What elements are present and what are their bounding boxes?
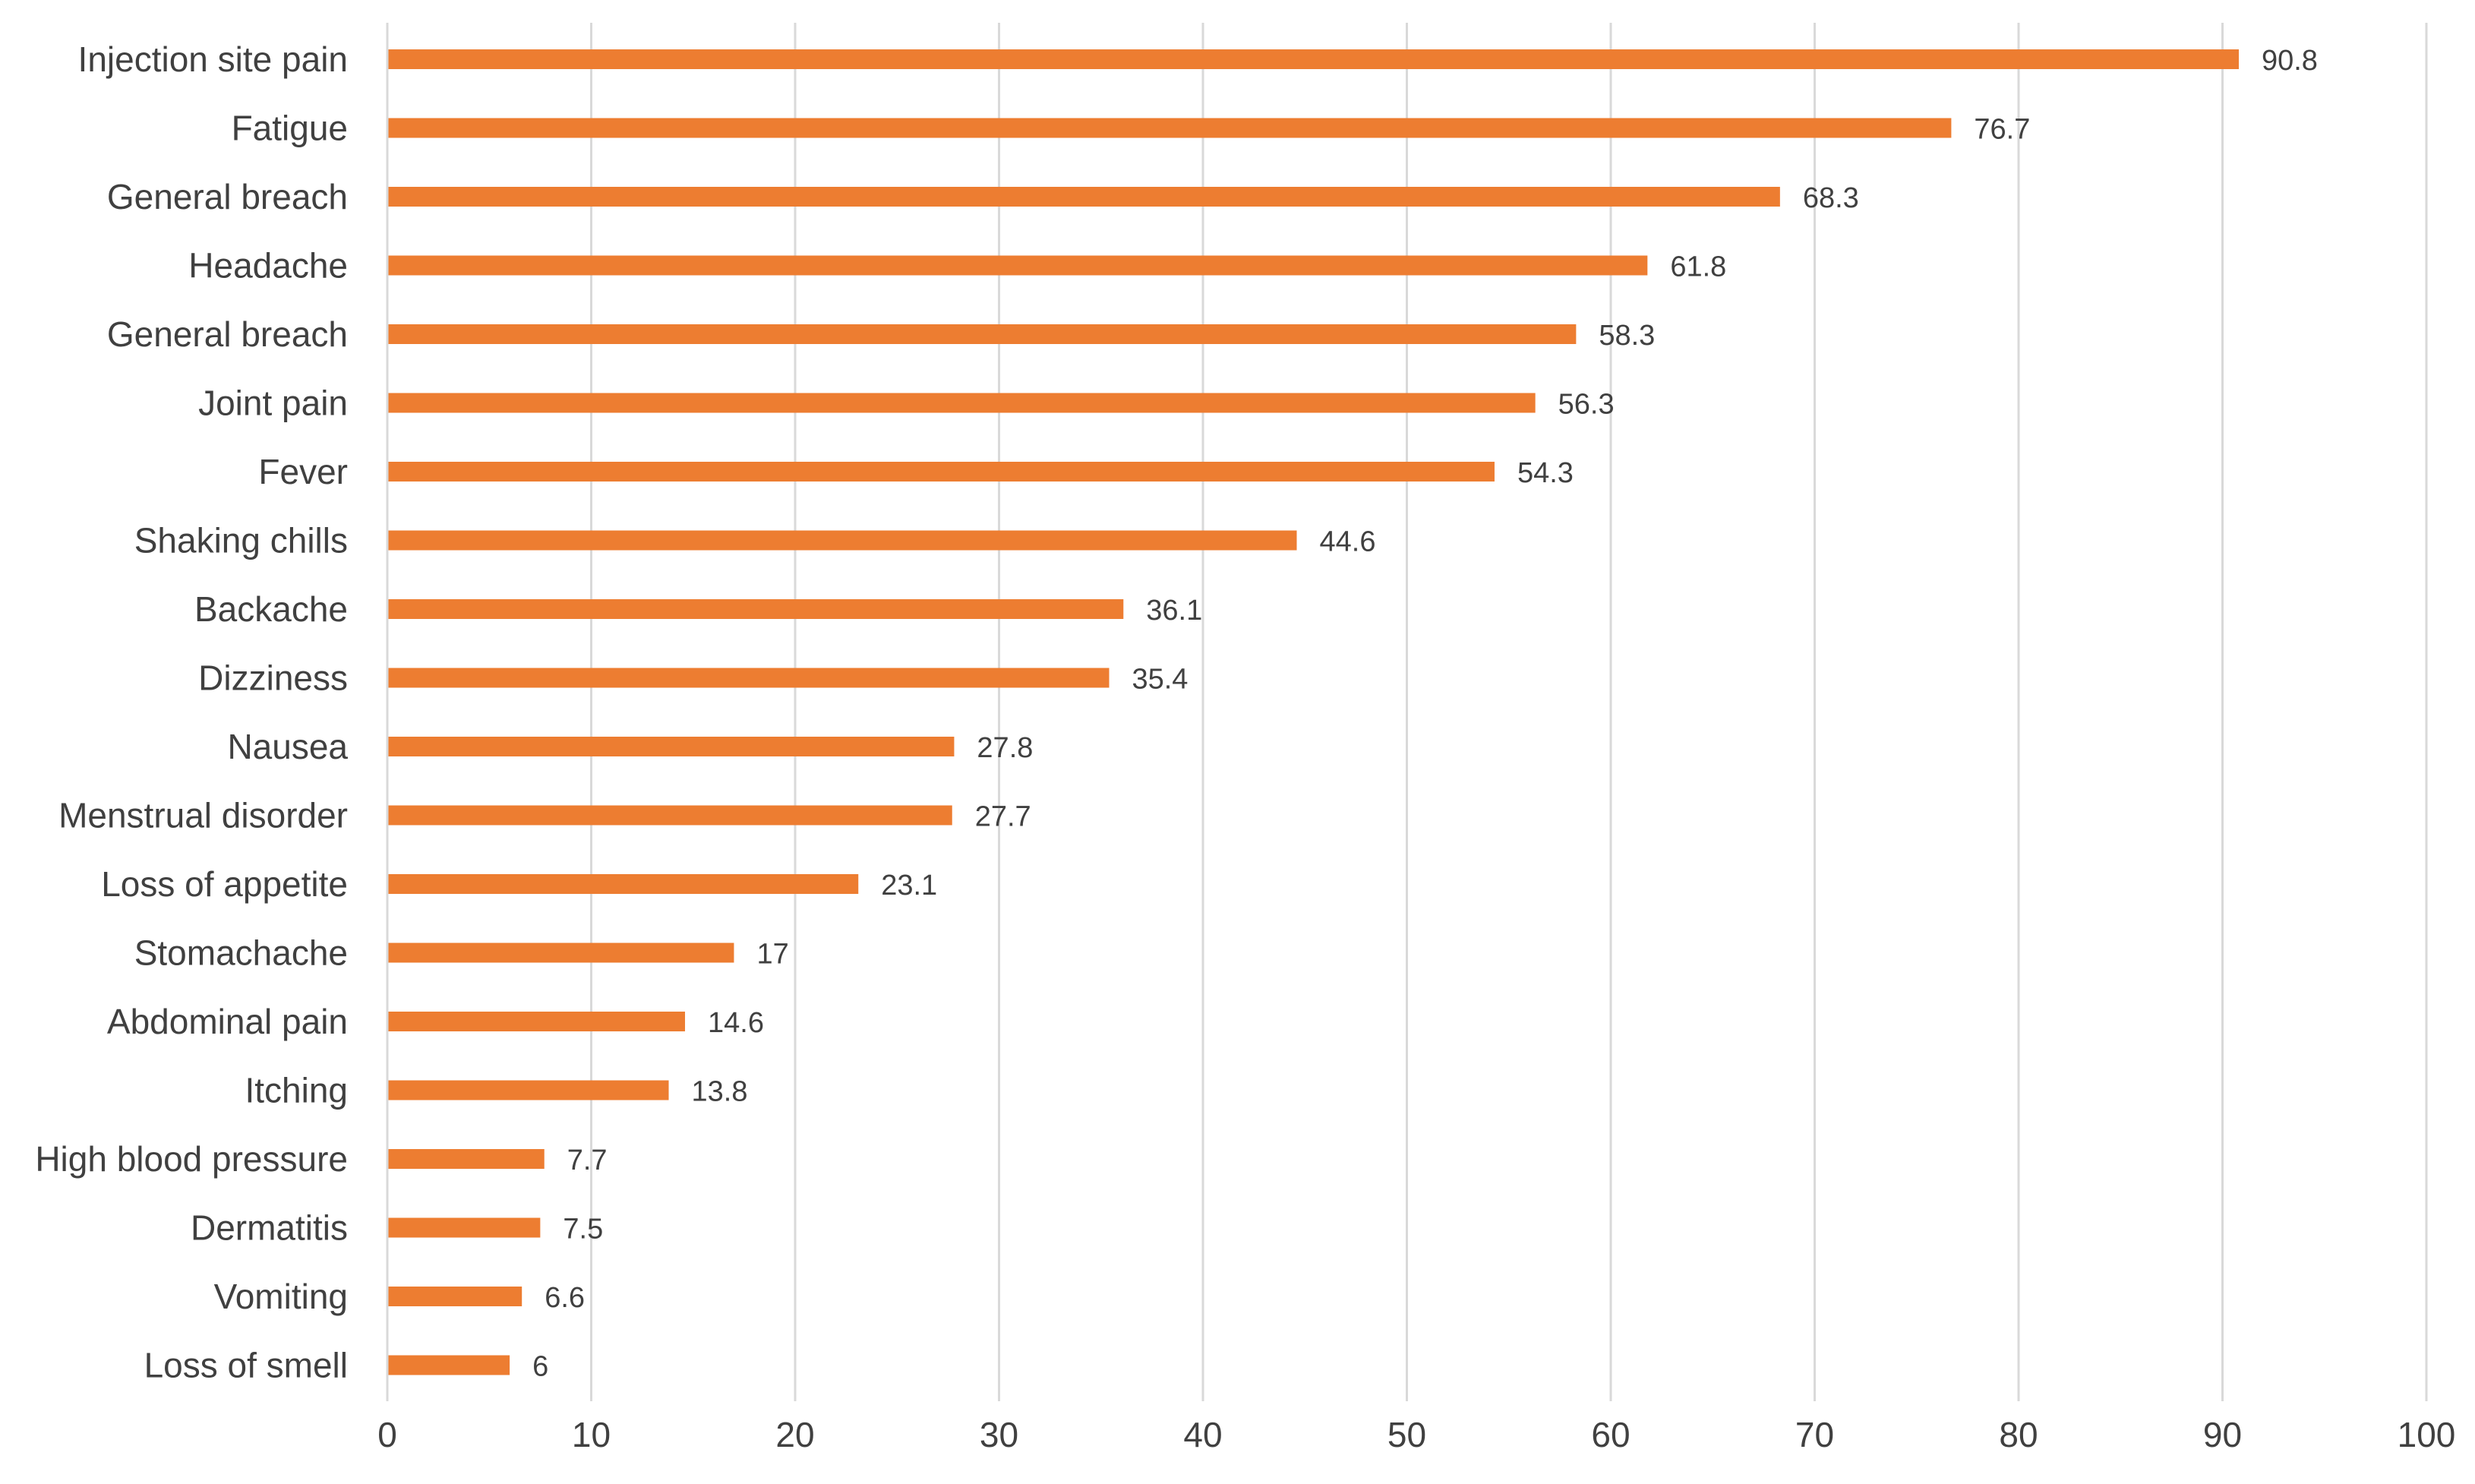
data-label: 68.3 [1803,182,1859,214]
bar [387,255,1648,276]
data-label: 58.3 [1599,320,1655,352]
bar [387,1287,522,1306]
bar [387,462,1495,482]
bars [387,49,2239,1375]
x-tick-label: 30 [980,1415,1018,1454]
category-label: General breach [107,314,348,354]
category-label: Vomiting [214,1277,348,1316]
data-label: 44.6 [1320,526,1376,558]
x-tick-label: 60 [1591,1415,1630,1454]
data-label: 7.5 [563,1214,603,1246]
category-label: Fever [258,452,348,491]
bar [387,737,955,756]
bar [387,1355,510,1375]
category-label: Injection site pain [78,39,348,79]
data-label: 61.8 [1670,251,1726,283]
bar [387,942,734,963]
x-tick-label: 70 [1795,1415,1834,1454]
category-label: Dizziness [198,658,348,698]
x-tick-label: 50 [1387,1415,1426,1454]
bar [387,805,952,826]
x-axis-tick-labels: 0 10 20 30 40 50 60 70 80 90 100 [377,1415,2455,1454]
data-label: 90.8 [2262,45,2318,77]
category-label: High blood pressure [35,1139,348,1179]
value-labels: 90.8 76.7 68.3 61.8 58.3 56.3 54.3 44.6 36.1 35.4… [532,45,2318,1383]
data-label: 7.7 [567,1145,608,1176]
gridlines [590,23,2428,1401]
bar [387,393,1536,413]
category-label: General breach [107,177,348,216]
category-label: Fatigue [232,109,348,148]
category-label: Abdominal pain [107,1002,348,1041]
category-label: Backache [194,589,348,629]
bar [387,187,1780,207]
x-tick-label: 20 [775,1415,814,1454]
x-tick-label: 0 [377,1415,397,1454]
category-label: Nausea [227,727,348,766]
category-label: Headache [188,246,348,286]
category-label: Joint pain [198,384,348,423]
x-tick-label: 100 [2398,1415,2456,1454]
data-label: 76.7 [1974,114,2030,146]
bar [387,1149,545,1169]
category-label: Loss of smell [144,1346,348,1385]
x-tick-label: 80 [1999,1415,2038,1454]
data-label: 27.7 [975,801,1031,833]
category-label: Menstrual disorder [58,796,348,835]
category-labels: Injection site pain Fatigue General breach… [35,39,348,1385]
data-label: 23.1 [881,870,937,901]
data-label: 17 [756,939,788,971]
data-label: 27.8 [977,732,1033,764]
bar [387,118,1952,138]
data-label: 6.6 [545,1282,585,1314]
bar [387,1080,669,1100]
x-tick-label: 40 [1183,1415,1222,1454]
category-label: Stomachache [134,933,348,973]
data-label: 35.4 [1132,664,1188,696]
category-label: Shaking chills [134,521,348,560]
data-label: 13.8 [692,1076,748,1108]
data-label: 54.3 [1517,457,1574,489]
x-tick-label: 10 [572,1415,611,1454]
data-label: 56.3 [1558,389,1615,421]
category-label: Dermatitis [191,1208,348,1248]
category-label: Itching [245,1071,348,1110]
data-label: 14.6 [708,1007,764,1039]
bar [387,874,859,894]
bar [387,530,1297,551]
bar [387,1012,686,1031]
category-label: Loss of appetite [101,864,348,904]
data-label: 36.1 [1146,595,1202,627]
bar [387,599,1124,619]
data-label: 6 [532,1351,548,1383]
bar [387,49,2239,69]
bar [387,1217,541,1238]
x-tick-label: 90 [2203,1415,2242,1454]
bar [387,324,1577,344]
bar [387,668,1110,688]
